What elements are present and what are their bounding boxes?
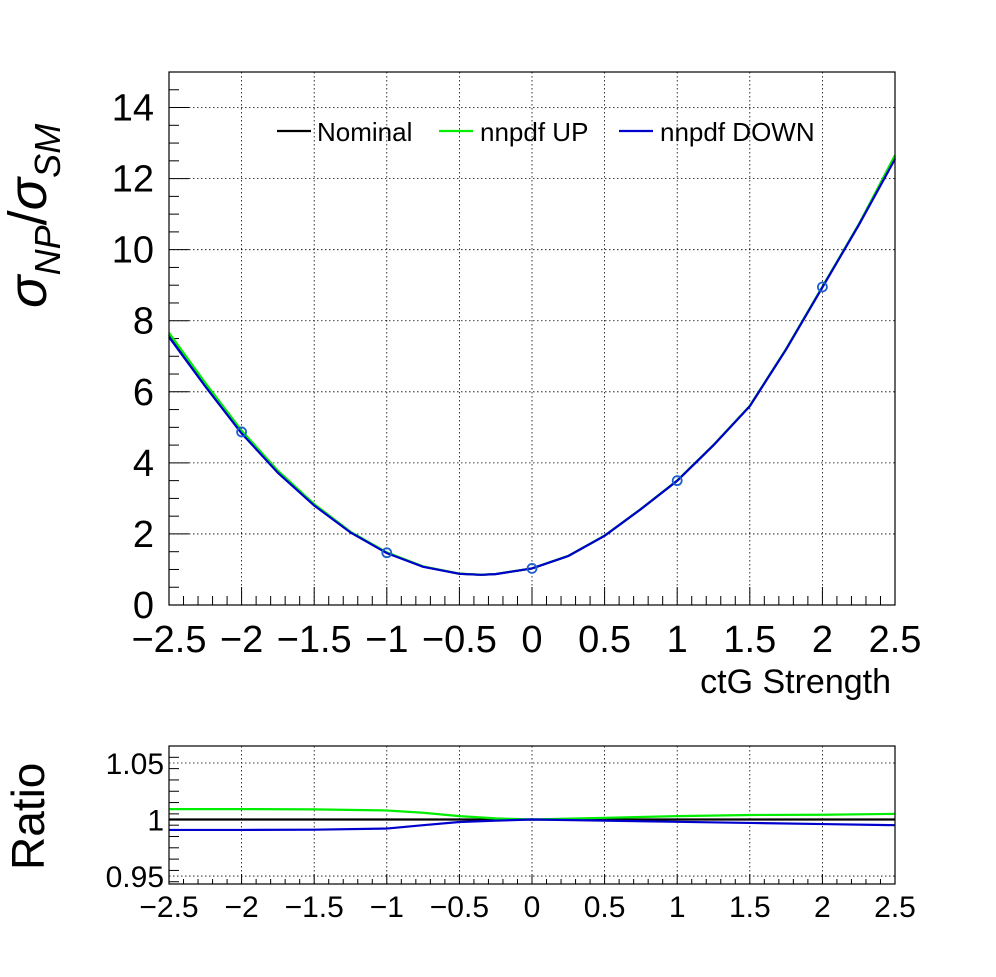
main-xaxis-title: ctG Strength	[700, 663, 891, 701]
ratio-yaxis-title: Ratio	[2, 763, 54, 870]
ratio-ytick-label: 1	[147, 805, 164, 838]
ratio-ytick-label: 1.05	[106, 748, 164, 781]
legend-label: nnpdf DOWN	[660, 117, 815, 147]
main-xtick-label: 2.5	[869, 619, 922, 661]
main-xtick-label: 0	[521, 619, 542, 661]
main-ytick-label: 12	[112, 159, 154, 201]
main-markers	[236, 281, 828, 574]
main-panel: 0 2 4 6 8 10 12 14 −2.5 −2 −1.5 −1 −0.5 0 0.5 1 1.5 2 2.5…	[0, 71, 921, 701]
ratio-xtick-label: 2	[814, 891, 831, 924]
legend-label: nnpdf UP	[480, 117, 588, 147]
main-xtick-label: −2	[220, 619, 263, 661]
ratio-xtick-label: −0.5	[430, 891, 489, 924]
ratio-xtick-label: 2.5	[874, 891, 916, 924]
main-xtick-labels: −2.5 −2 −1.5 −1 −0.5 0 0.5 1 1.5 2 2.5	[131, 619, 921, 661]
legend: Nominal nnpdf UP nnpdf DOWN	[277, 117, 815, 147]
ratio-xtick-labels: −2.5 −2 −1.5 −1 −0.5 0 0.5 1 1.5 2 2.5	[139, 891, 915, 924]
main-ytick-label: 0	[133, 585, 154, 627]
ratio-xtick-label: 1.5	[729, 891, 771, 924]
main-xtick-label: 1	[667, 619, 688, 661]
data-point-marker	[671, 475, 683, 487]
main-xtick-label: 0.5	[578, 619, 631, 661]
main-series	[168, 154, 896, 576]
ratio-xtick-label: 0	[524, 891, 541, 924]
ratio-xtick-label: 1	[669, 891, 686, 924]
main-ytick-labels: 0 2 4 6 8 10 12 14	[112, 88, 154, 627]
main-ytick-label: 4	[133, 443, 154, 485]
main-ytick-label: 6	[133, 372, 154, 414]
data-point-marker	[236, 426, 248, 438]
ratio-xtick-label: −1	[370, 891, 404, 924]
main-ytick-label: 14	[112, 88, 154, 130]
data-point-marker	[381, 547, 393, 559]
data-point-marker	[526, 563, 538, 574]
main-xtick-label: −0.5	[422, 619, 497, 661]
main-xtick-label: 1.5	[723, 619, 776, 661]
ratio-xtick-label: −2	[224, 891, 258, 924]
main-ytick-label: 2	[133, 514, 154, 556]
data-point-marker	[817, 281, 828, 293]
main-xtick-label: −1.5	[277, 619, 352, 661]
main-ytick-label: 8	[133, 301, 154, 343]
main-xtick-label: −1	[365, 619, 408, 661]
main-minor-ticks	[168, 71, 896, 606]
main-xtick-label: 2	[812, 619, 833, 661]
ratio-panel: 0.95 1 1.05 −2.5 −2 −1.5 −1 −0.5 0 0.5 1 1.5 2 2.5 R…	[2, 745, 916, 924]
ratio-series	[169, 808, 896, 832]
main-xtick-label: −2.5	[131, 619, 206, 661]
ratio-ytick-label: 0.95	[106, 861, 164, 894]
ratio-line-nnpdf-up	[169, 808, 896, 821]
ratio-ytick-labels: 0.95 1 1.05	[106, 748, 164, 894]
main-frame	[168, 71, 896, 606]
ratio-line-nnpdf-down	[169, 818, 896, 832]
series-line-nnpdf-down	[168, 158, 896, 576]
legend-label: Nominal	[317, 117, 412, 147]
ratio-xtick-label: −1.5	[285, 891, 344, 924]
ratio-xtick-label: −2.5	[139, 891, 198, 924]
ratio-xtick-label: 0.5	[584, 891, 626, 924]
ratio-frame	[168, 745, 896, 885]
main-ytick-label: 10	[112, 230, 154, 272]
